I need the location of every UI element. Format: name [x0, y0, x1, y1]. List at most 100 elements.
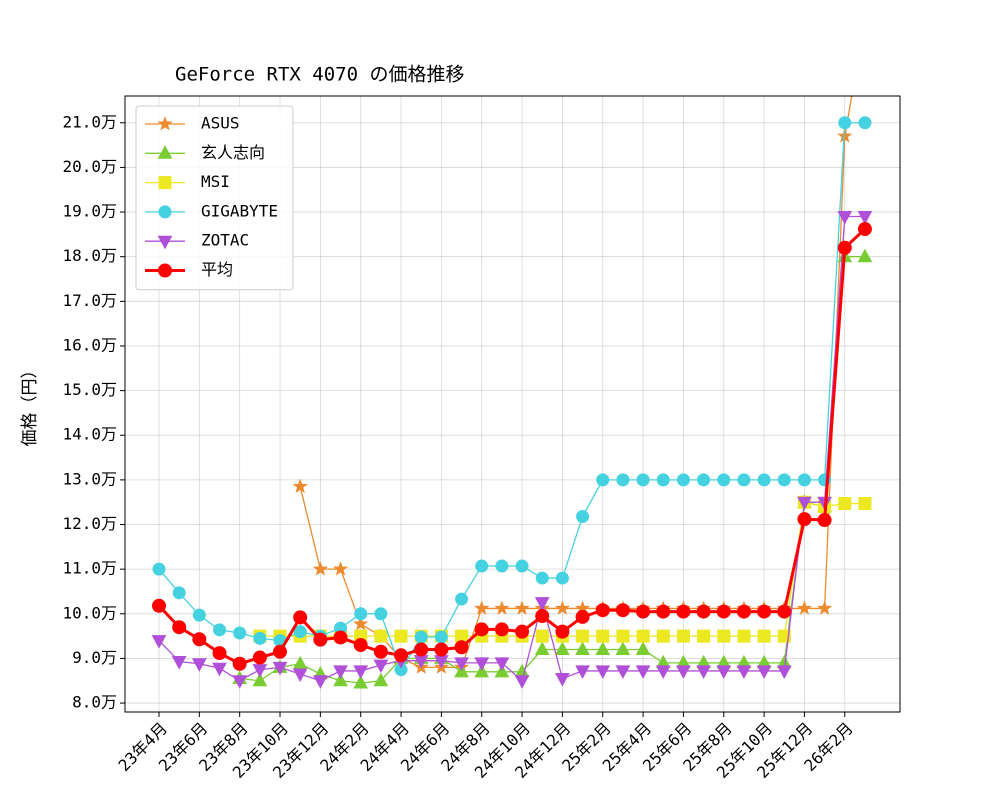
marker	[636, 629, 650, 643]
marker	[474, 622, 489, 637]
y-tick-label: 16.0万	[62, 335, 117, 354]
marker	[635, 641, 651, 656]
marker	[293, 625, 307, 639]
marker	[495, 559, 509, 573]
marker	[575, 609, 590, 624]
marker	[615, 603, 630, 618]
marker	[272, 661, 288, 676]
marker	[158, 205, 172, 219]
series-line	[239, 256, 865, 684]
marker	[615, 641, 631, 656]
marker	[797, 512, 812, 527]
y-tick-label: 13.0万	[62, 469, 117, 488]
marker	[838, 497, 852, 511]
marker	[697, 629, 711, 643]
legend-label: ASUS	[201, 114, 240, 133]
marker	[696, 665, 711, 679]
marker	[859, 14, 871, 26]
marker	[514, 600, 530, 615]
marker	[332, 561, 349, 576]
marker	[253, 631, 267, 645]
marker	[555, 571, 569, 585]
y-tick-label: 20.0万	[62, 157, 117, 176]
marker	[595, 665, 611, 679]
y-tick-label: 12.0万	[62, 514, 117, 533]
marker	[172, 586, 186, 600]
y-tick-label: 14.0万	[62, 425, 117, 444]
marker	[555, 641, 570, 656]
marker	[777, 629, 791, 643]
marker	[515, 624, 530, 639]
y-tick-label: 17.0万	[62, 291, 117, 310]
marker	[454, 640, 469, 655]
marker	[394, 648, 409, 663]
plot-area	[151, 14, 873, 689]
y-tick-label: 10.0万	[62, 603, 117, 622]
marker	[837, 240, 852, 255]
marker	[232, 656, 247, 671]
marker	[158, 263, 172, 278]
marker	[716, 604, 731, 619]
y-axis-label: 価格（円）	[20, 362, 40, 447]
marker	[857, 211, 873, 225]
marker	[494, 600, 510, 615]
marker	[454, 657, 469, 671]
marker	[152, 598, 166, 613]
marker	[373, 672, 389, 687]
y-tick-label: 18.0万	[62, 246, 117, 265]
marker	[635, 665, 651, 679]
marker	[353, 616, 369, 631]
marker	[837, 211, 853, 225]
marker	[535, 571, 549, 585]
marker	[353, 638, 368, 653]
marker	[293, 610, 308, 625]
marker	[575, 641, 590, 656]
marker	[157, 116, 173, 131]
marker	[737, 629, 751, 643]
marker	[353, 674, 369, 689]
marker	[777, 604, 792, 619]
marker	[273, 644, 288, 659]
legend-label: GIGABYTE	[201, 201, 278, 220]
marker	[676, 629, 690, 643]
marker	[158, 176, 172, 190]
marker	[797, 473, 811, 487]
marker	[616, 473, 630, 487]
legend: ASUS 玄人志向 MSI GIGABYTE ZOTAC 平均	[135, 105, 294, 291]
marker	[534, 597, 550, 611]
marker	[535, 609, 550, 624]
y-tick-label: 19.0万	[62, 202, 117, 221]
marker	[151, 635, 167, 649]
marker	[717, 473, 731, 487]
marker	[373, 644, 388, 659]
marker	[716, 665, 732, 679]
marker	[157, 235, 173, 250]
marker	[212, 646, 227, 661]
marker	[737, 473, 751, 487]
legend-label: 平均	[201, 260, 233, 279]
chart-title: GeForce RTX 4070 の価格推移	[175, 64, 464, 86]
marker	[757, 473, 771, 487]
marker	[475, 559, 489, 573]
marker	[776, 665, 792, 679]
y-tick-label: 11.0万	[62, 559, 117, 578]
marker	[474, 600, 490, 615]
marker	[455, 592, 469, 606]
marker	[796, 600, 812, 615]
y-tick-label: 15.0万	[62, 380, 117, 399]
marker	[232, 675, 248, 689]
legend-label: ZOTAC	[201, 231, 249, 250]
marker	[656, 629, 670, 643]
marker	[213, 623, 227, 637]
marker	[596, 629, 610, 643]
marker	[353, 665, 369, 679]
marker	[157, 145, 173, 159]
marker	[656, 604, 671, 619]
marker	[494, 622, 509, 637]
marker	[656, 473, 670, 487]
marker	[555, 673, 570, 687]
y-tick-label: 21.0万	[62, 112, 117, 131]
marker	[534, 641, 550, 656]
marker	[736, 604, 751, 619]
